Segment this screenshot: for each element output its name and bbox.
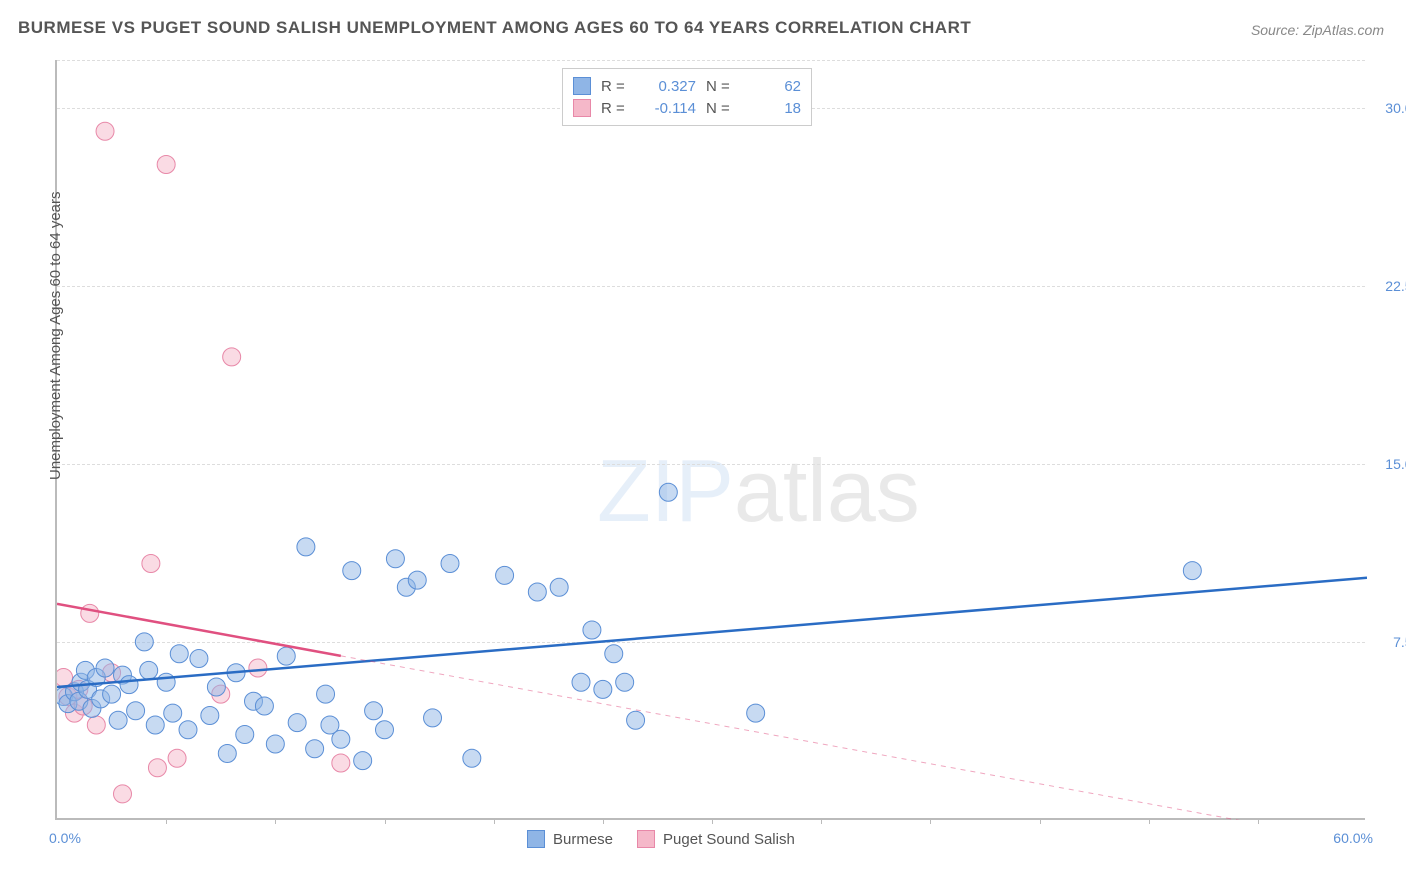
legend-row-burmese: R = 0.327 N = 62 — [573, 75, 801, 97]
legend-item-salish: Puget Sound Salish — [637, 830, 795, 848]
n-value-burmese: 62 — [746, 78, 801, 95]
data-point — [616, 673, 634, 691]
swatch-salish-icon — [637, 830, 655, 848]
data-point — [142, 555, 160, 573]
data-point — [96, 659, 114, 677]
data-point — [572, 673, 590, 691]
source-label: Source: ZipAtlas.com — [1251, 22, 1384, 38]
data-point — [583, 621, 601, 639]
data-point — [148, 759, 166, 777]
trend-line — [57, 604, 341, 656]
data-point — [201, 707, 219, 725]
series-legend: Burmese Puget Sound Salish — [527, 830, 795, 848]
data-point — [120, 676, 138, 694]
scatter-plot — [57, 60, 1367, 820]
swatch-burmese — [573, 77, 591, 95]
data-point — [223, 348, 241, 366]
y-tick-label: 7.5% — [1393, 634, 1406, 650]
data-point — [255, 697, 273, 715]
data-point — [376, 721, 394, 739]
data-point — [81, 604, 99, 622]
data-point — [127, 702, 145, 720]
data-point — [659, 483, 677, 501]
swatch-burmese-icon — [527, 830, 545, 848]
data-point — [424, 709, 442, 727]
data-point — [236, 726, 254, 744]
data-point — [747, 704, 765, 722]
data-point — [140, 661, 158, 679]
data-point — [550, 578, 568, 596]
legend-row-salish: R = -0.114 N = 18 — [573, 97, 801, 119]
data-point — [146, 716, 164, 734]
data-point — [103, 685, 121, 703]
y-tick-label: 22.5% — [1385, 278, 1406, 294]
data-point — [179, 721, 197, 739]
data-point — [277, 647, 295, 665]
data-point — [317, 685, 335, 703]
data-point — [605, 645, 623, 663]
trend-line — [57, 578, 1367, 687]
data-point — [114, 785, 132, 803]
data-point — [365, 702, 383, 720]
data-point — [168, 749, 186, 767]
data-point — [528, 583, 546, 601]
r-value-salish: -0.114 — [641, 100, 696, 117]
data-point — [463, 749, 481, 767]
data-point — [109, 711, 127, 729]
swatch-salish — [573, 99, 591, 117]
r-label: R = — [601, 100, 631, 117]
data-point — [87, 716, 105, 734]
data-point — [594, 680, 612, 698]
data-point — [1183, 562, 1201, 580]
x-tick-min: 0.0% — [49, 830, 81, 846]
legend-label-salish: Puget Sound Salish — [663, 831, 795, 848]
data-point — [441, 555, 459, 573]
data-point — [496, 566, 514, 584]
correlation-legend: R = 0.327 N = 62 R = -0.114 N = 18 — [562, 68, 812, 126]
data-point — [207, 678, 225, 696]
data-point — [288, 714, 306, 732]
data-point — [190, 650, 208, 668]
data-point — [332, 754, 350, 772]
data-point — [386, 550, 404, 568]
trend-line-dashed — [341, 656, 1367, 820]
legend-item-burmese: Burmese — [527, 830, 613, 848]
y-tick-label: 15.0% — [1385, 456, 1406, 472]
data-point — [266, 735, 284, 753]
data-point — [297, 538, 315, 556]
data-point — [157, 673, 175, 691]
data-point — [627, 711, 645, 729]
data-point — [249, 659, 267, 677]
data-point — [218, 745, 236, 763]
x-tick-max: 60.0% — [1333, 830, 1373, 846]
chart-area: Unemployment Among Ages 60 to 64 years Z… — [55, 60, 1365, 820]
data-point — [343, 562, 361, 580]
n-label: N = — [706, 78, 736, 95]
r-value-burmese: 0.327 — [641, 78, 696, 95]
data-point — [164, 704, 182, 722]
data-point — [96, 122, 114, 140]
data-point — [157, 156, 175, 174]
r-label: R = — [601, 78, 631, 95]
data-point — [354, 752, 372, 770]
n-value-salish: 18 — [746, 100, 801, 117]
data-point — [170, 645, 188, 663]
data-point — [306, 740, 324, 758]
legend-label-burmese: Burmese — [553, 831, 613, 848]
chart-title: BURMESE VS PUGET SOUND SALISH UNEMPLOYME… — [18, 18, 971, 38]
data-point — [135, 633, 153, 651]
data-point — [408, 571, 426, 589]
data-point — [332, 730, 350, 748]
n-label: N = — [706, 100, 736, 117]
y-tick-label: 30.0% — [1385, 100, 1406, 116]
